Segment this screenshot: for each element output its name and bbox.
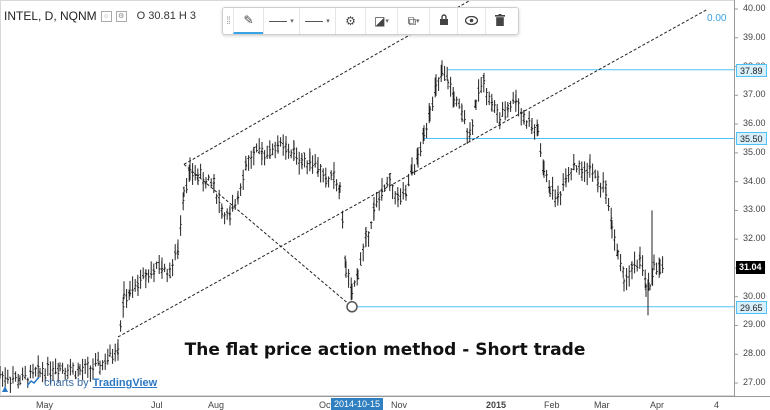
- gear-icon: ⚙: [345, 14, 356, 28]
- price-tick-label: 27.00: [743, 377, 766, 387]
- price-tick-label: 37.00: [743, 89, 766, 100]
- chevron-down-icon: ▾: [416, 18, 420, 25]
- pencil-button[interactable]: ✎: [233, 8, 263, 34]
- legend-visibility-icon[interactable]: ○: [100, 10, 112, 22]
- price-tick-label: 33.00: [743, 204, 766, 215]
- legend-settings-icon[interactable]: ⚙: [115, 10, 127, 22]
- time-tick-label: Mar: [594, 400, 610, 410]
- price-tick-label: 34.00: [743, 175, 766, 186]
- visibility-button[interactable]: [457, 8, 485, 34]
- bring-front-button[interactable]: ◪ ▾: [365, 8, 397, 34]
- time-tick-label: Feb: [544, 400, 560, 410]
- price-tick-label: 28.00: [743, 348, 766, 359]
- symbol-label: INTEL, D, NQNM: [4, 9, 97, 23]
- line-color-icon: [269, 20, 288, 22]
- tradingview-link[interactable]: TradingView: [92, 377, 158, 389]
- lock-button[interactable]: [429, 8, 457, 34]
- pivot-point-handle[interactable]: [346, 301, 358, 313]
- series-legend[interactable]: INTEL, D, NQNM ○ ⚙ O 30.81 H 3: [4, 9, 196, 23]
- settings-button[interactable]: ⚙: [335, 8, 365, 34]
- price-tick-label: 35.00: [743, 146, 766, 157]
- price-tick-label: 29.00: [743, 319, 766, 330]
- trash-icon: [494, 13, 505, 29]
- time-tick-label: Aug: [208, 400, 225, 410]
- price-tick-label: 30.00: [743, 290, 766, 301]
- price-tick-label: 40.00: [743, 3, 766, 13]
- drag-handle-icon[interactable]: ⁞⁞: [226, 15, 231, 27]
- time-tick-label: 4: [714, 400, 720, 410]
- time-tick-label: Jul: [151, 400, 163, 410]
- level-price-tag: 29.65: [736, 300, 767, 314]
- clone-icon: ⧉: [407, 13, 417, 28]
- price-tick-label: 36.00: [743, 118, 766, 129]
- drawing-toolbar[interactable]: ⁞⁞ ✎ ▾ ▾ ⚙ ◪ ▾ ⧉ ▾: [222, 7, 519, 35]
- eye-icon: [464, 14, 479, 28]
- line-color-button[interactable]: ▾: [263, 8, 299, 34]
- time-tick-label: Oct: [319, 400, 334, 410]
- bring-front-icon: ◪: [374, 14, 386, 28]
- tradingview-credit[interactable]: charts by TradingView: [26, 376, 158, 390]
- price-tick-label: 39.00: [743, 31, 766, 42]
- indicator-zero-value: 0.00: [707, 13, 727, 24]
- time-tick-label: Nov: [391, 400, 408, 410]
- chevron-down-icon: ▾: [385, 18, 389, 25]
- chart-start-marker: [2, 386, 8, 392]
- price-tick-label: 32.00: [743, 233, 766, 244]
- time-tick-label: May: [36, 400, 54, 410]
- channel-cross-line: [183, 163, 353, 308]
- level-price-tag: 37.89: [736, 63, 767, 77]
- chart-logo-icon: [26, 376, 40, 390]
- time-tick-label: Apr: [650, 400, 665, 410]
- line-style-button[interactable]: ▾: [299, 8, 335, 34]
- channel-lower-line: [117, 8, 709, 338]
- time-tick-label: 2015: [486, 400, 507, 410]
- clone-button[interactable]: ⧉ ▾: [397, 8, 429, 34]
- lock-icon: [439, 14, 449, 28]
- pencil-icon: ✎: [243, 13, 254, 27]
- ohlc-values: O 30.81 H 3: [136, 10, 196, 22]
- chevron-down-icon: ▾: [326, 18, 330, 25]
- credit-prefix: charts by: [44, 377, 89, 389]
- chart-caption: The flat price action method - Short tra…: [184, 340, 586, 360]
- delete-button[interactable]: [485, 8, 513, 34]
- chevron-down-icon: ▾: [290, 18, 294, 25]
- line-style-icon: [305, 20, 324, 22]
- crosshair-date-label: 2014-10-15: [331, 398, 384, 410]
- level-price-tag: 35.50: [736, 132, 767, 146]
- last-price-tag: 31.04: [736, 260, 765, 274]
